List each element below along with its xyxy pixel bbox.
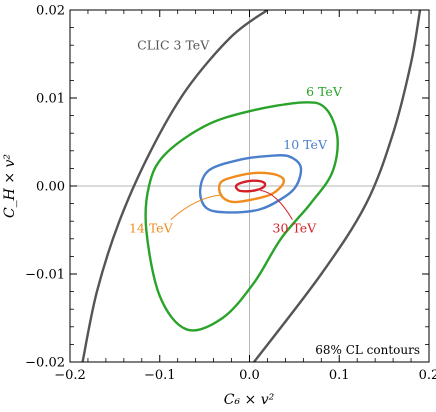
label-leader-line bbox=[170, 194, 223, 220]
annotation-text: 68% CL contours bbox=[315, 343, 420, 357]
axis-ticks: −0.2 −0.1 0.0 0.1 0.2 −0.02 −0.01 0.00 0.01 0.02 bbox=[25, 4, 436, 384]
contour-label: 30 TeV bbox=[273, 221, 318, 236]
y-tick-label: 0.00 bbox=[36, 180, 65, 195]
x-tick-label: 0.2 bbox=[419, 368, 436, 383]
contour-label: CLIC 3 TeV bbox=[137, 38, 210, 53]
reference-lines bbox=[70, 10, 429, 362]
x-tick-label: −0.2 bbox=[54, 368, 86, 383]
contour-labels: CLIC 3 TeV 6 TeV 10 TeV 14 TeV 30 TeV bbox=[129, 38, 343, 236]
contour-clic-3-tev-left-boundary bbox=[81, 10, 269, 362]
contour-clic-3-tev-right-boundary bbox=[253, 10, 422, 362]
y-tick-label: 0.01 bbox=[36, 92, 65, 107]
contour-30-tev bbox=[234, 179, 267, 193]
x-axis-title: C₆ × v² bbox=[224, 392, 275, 408]
y-tick-label: 0.02 bbox=[36, 4, 65, 19]
contour-label: 6 TeV bbox=[306, 84, 343, 99]
contour-14-tev bbox=[217, 171, 286, 204]
x-tick-label: −0.1 bbox=[144, 368, 176, 383]
y-tick-label: −0.01 bbox=[25, 268, 65, 283]
contour-label: 10 TeV bbox=[283, 137, 328, 152]
y-axis-title: C_H × v² bbox=[2, 154, 18, 218]
contour-label: 14 TeV bbox=[129, 221, 174, 236]
contour-10-tev bbox=[198, 153, 303, 214]
x-tick-label: 0.0 bbox=[239, 368, 260, 383]
contour-6-tev bbox=[144, 101, 339, 332]
label-leader-line bbox=[260, 189, 293, 220]
y-tick-label: −0.02 bbox=[25, 356, 65, 371]
contours bbox=[81, 10, 422, 362]
x-tick-label: 0.1 bbox=[329, 368, 350, 383]
